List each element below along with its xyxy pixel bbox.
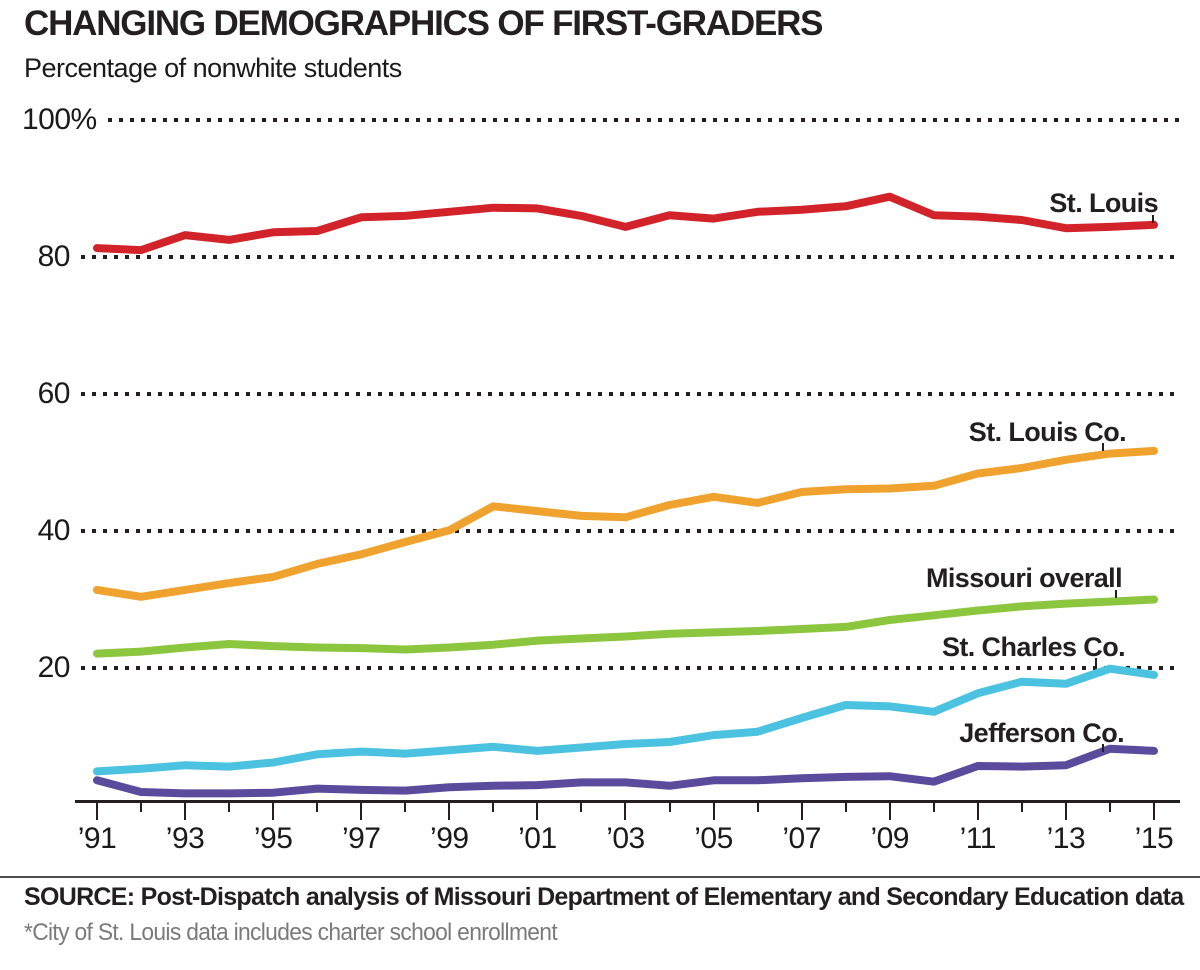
- x-axis-tick: [448, 803, 451, 820]
- x-axis-tick-label: ’15: [1134, 822, 1174, 855]
- x-axis-tick: [140, 803, 143, 812]
- x-axis-tick-label: ’05: [694, 822, 733, 855]
- x-axis-tick: [96, 803, 98, 820]
- x-axis-tick-label: ’09: [870, 822, 909, 855]
- x-axis-tick: [888, 803, 891, 820]
- x-axis-tick: [976, 803, 979, 820]
- x-axis-tick: [624, 803, 627, 820]
- x-axis-tick-label: ’01: [518, 822, 557, 855]
- series-label-pointer-jefferson-co: [1102, 744, 1104, 752]
- series-label-st-louis: St. Louis: [1049, 188, 1158, 218]
- y-axis-tick-label: 60: [37, 377, 71, 410]
- x-axis-tick: [272, 803, 275, 820]
- x-axis-tick-label: ’11: [959, 822, 997, 855]
- x-axis-tick: [228, 803, 231, 812]
- x-axis-tick-label: ’03: [606, 822, 645, 855]
- x-axis-tick-label: ’91: [77, 822, 117, 855]
- x-axis-tick: [536, 803, 539, 820]
- footnote-text: *City of St. Louis data includes charter…: [24, 919, 558, 946]
- x-axis-tick: [580, 803, 583, 812]
- x-axis-tick-label: ’13: [1046, 822, 1086, 855]
- x-axis-tick: [844, 803, 847, 812]
- dotted-gridline: [81, 666, 1180, 670]
- x-axis-tick-label: ’99: [430, 822, 469, 855]
- chart-subtitle: Percentage of nonwhite students: [24, 53, 402, 83]
- x-axis-tick: [1020, 803, 1023, 812]
- dotted-gridline: [81, 529, 1180, 533]
- gridline-row-100: 100%: [22, 103, 1180, 137]
- series-label-pointer-st-louis-co: [1102, 443, 1104, 451]
- y-axis-tick-label: 40: [37, 514, 71, 547]
- y-axis-tick-label: 20: [37, 651, 71, 684]
- x-axis-tick: [1108, 803, 1111, 812]
- dotted-gridline: [107, 118, 1180, 122]
- x-axis-tick-label: ’93: [165, 822, 205, 855]
- gridline-row-40: 40: [22, 514, 1180, 548]
- x-axis-tick: [712, 803, 715, 820]
- x-axis-tick: [492, 803, 495, 812]
- x-axis-tick: [668, 803, 671, 812]
- x-axis-tick: [1152, 803, 1155, 820]
- series-label-pointer-st-charles-co: [1095, 658, 1097, 666]
- x-axis-tick: [404, 803, 407, 812]
- series-label-st-louis-co: St. Louis Co.: [968, 417, 1127, 447]
- x-axis-tick-label: ’97: [341, 822, 381, 855]
- series-label-pointer-missouri-overall: [1115, 590, 1117, 598]
- x-axis-tick: [756, 803, 759, 812]
- x-axis-tick-label: ’95: [253, 822, 293, 855]
- x-axis-tick: [360, 803, 363, 820]
- footer-divider: [0, 876, 1200, 878]
- gridline-row-80: 80: [22, 240, 1180, 274]
- x-axis-line: [75, 800, 1180, 803]
- series-line-jefferson-co: [93, 744, 1158, 798]
- x-axis-tick: [932, 803, 935, 812]
- y-axis-tick-label: 100%: [22, 103, 97, 136]
- x-axis-tick: [800, 803, 803, 820]
- series-label-missouri-overall: Missouri overall: [926, 563, 1123, 593]
- gridline-row-60: 60: [22, 377, 1180, 411]
- source-text: SOURCE: Post-Dispatch analysis of Missou…: [24, 883, 1184, 911]
- series-label-st-charles-co: St. Charles Co.: [941, 632, 1126, 662]
- x-axis-tick-label: ’07: [782, 822, 821, 855]
- chart-title: CHANGING DEMOGRAPHICS OF FIRST-GRADERS: [24, 4, 824, 43]
- x-axis-tick: [1064, 803, 1067, 820]
- dotted-gridline: [81, 255, 1180, 259]
- x-axis-tick: [184, 803, 187, 820]
- series-label-pointer-st-louis: [1152, 215, 1154, 223]
- x-axis-tick: [316, 803, 319, 812]
- series-label-jefferson-co: Jefferson Co.: [959, 718, 1124, 748]
- dotted-gridline: [81, 392, 1180, 396]
- y-axis-tick-label: 80: [37, 240, 71, 273]
